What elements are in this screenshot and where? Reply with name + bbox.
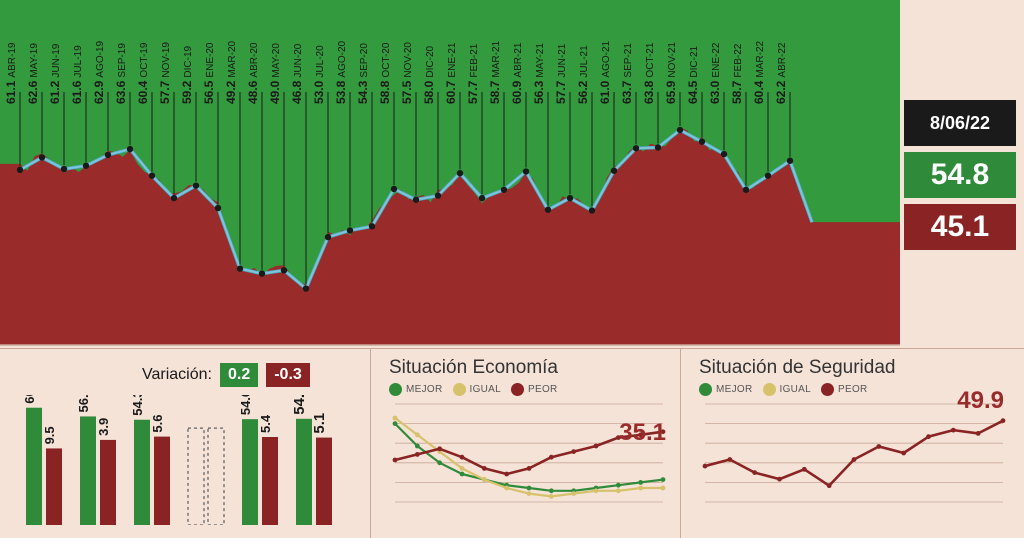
variation-bars-panel: Variación: 0.2 -0.3 60.5 9.5 56.0 3.9 54.3 5.… [0,349,370,538]
dot-green-icon [699,383,712,396]
svg-text:5.1: 5.1 [311,413,328,434]
economy-end-value: 35.1 [619,419,666,447]
svg-text:54.3: 54.3 [130,395,145,416]
legend-mejor: MEJOR [389,383,443,396]
economy-title: Situación Economía [389,357,668,379]
dot-red-icon [511,383,524,396]
dot-yellow-icon [763,383,776,396]
security-panel: Situación de Seguridad MEJOR IGUAL PEOR … [680,349,1024,538]
variation-neg: -0.3 [266,363,310,387]
economy-panel: Situación Economía MEJOR IGUAL PEOR 35.1 [370,349,680,538]
dot-red-icon [821,383,834,396]
current-value-panel: 8/06/22 54.8 45.1 [904,100,1024,256]
bottom-panels: Variación: 0.2 -0.3 60.5 9.5 56.0 3.9 54.3 5.… [0,348,1024,538]
current-disapprove-box: 45.1 [904,204,1016,250]
svg-text:54.8: 54.8 [291,395,308,415]
legend-peor: PEOR [511,383,558,396]
security-end-value: 49.9 [957,387,1004,415]
security-title: Situación de Seguridad [699,357,1012,379]
svg-text:5.6: 5.6 [150,415,165,433]
current-approve-box: 54.8 [904,152,1016,198]
variation-label: Variación: [142,366,212,384]
legend-mejor-seg: MEJOR [699,383,753,396]
current-date-box: 8/06/22 [904,100,1016,146]
svg-text:60.5: 60.5 [22,395,37,404]
svg-text:5.4: 5.4 [258,414,273,433]
area-chart-svg [0,0,900,348]
main-approval-chart: 61.1 ABR-1962.6 MAY-1961.2 JUN-1961.6 JU… [0,0,1024,348]
dot-yellow-icon [453,383,466,396]
legend-igual-seg: IGUAL [763,383,812,396]
svg-text:56.0: 56.0 [76,395,91,412]
svg-text:54.6: 54.6 [238,395,253,415]
variation-pos: 0.2 [220,363,258,387]
bars-svg: 60.5 9.5 56.0 3.9 54.3 5.6 54.6 5.4 54.85.1 [22,395,362,525]
svg-text:3.9: 3.9 [96,418,111,436]
legend-peor-seg: PEOR [821,383,868,396]
legend-igual: IGUAL [453,383,502,396]
svg-text:9.5: 9.5 [42,426,57,444]
economy-svg [389,398,669,508]
dot-green-icon [389,383,402,396]
economy-legend: MEJOR IGUAL PEOR [389,383,668,396]
variation-row: Variación: 0.2 -0.3 [142,363,360,387]
